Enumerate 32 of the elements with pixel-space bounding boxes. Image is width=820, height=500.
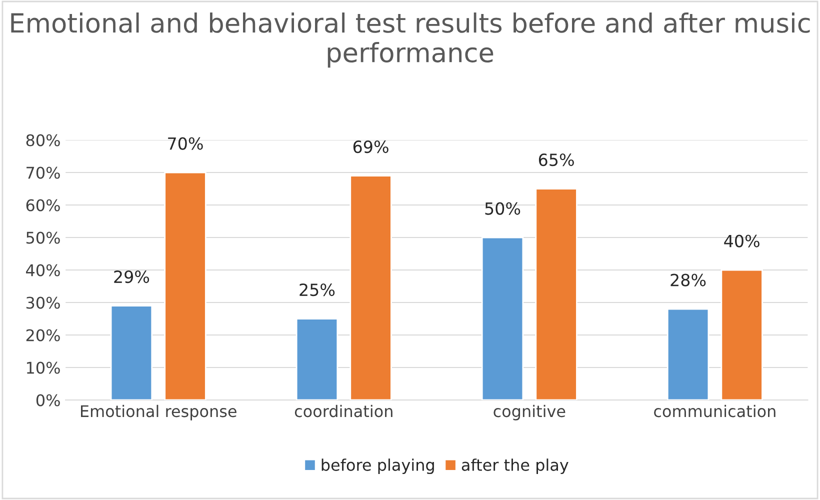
y-tick-label: 20%	[26, 329, 60, 342]
data-label: 70%	[168, 137, 203, 150]
x-tick-label: cognitive	[494, 404, 566, 420]
y-tick-label: 50%	[26, 232, 60, 244]
data-label: 40%	[724, 234, 760, 248]
data-label: 69%	[353, 140, 388, 154]
legend-label: after the play	[462, 458, 568, 474]
bar	[110, 305, 153, 400]
data-label: 50%	[485, 202, 520, 215]
x-tick-label: coordination	[294, 404, 392, 418]
data-label: 25%	[300, 283, 335, 296]
x-tick-label: Emotional response	[81, 404, 236, 420]
x-tick-label: communication	[654, 404, 776, 418]
bar	[296, 318, 338, 400]
bar	[350, 175, 392, 400]
bar	[535, 188, 578, 400]
y-tick-label: 40%	[26, 264, 60, 276]
bar	[481, 236, 524, 400]
bar	[164, 172, 206, 400]
y-tick-label: 10%	[26, 362, 60, 374]
bar	[720, 269, 763, 400]
y-tick-label: 30%	[26, 296, 60, 309]
y-tick-label: 0%	[36, 394, 60, 406]
bar	[666, 308, 710, 400]
y-tick-label: 70%	[26, 166, 60, 179]
y-tick-label: 80%	[26, 134, 60, 146]
data-label: 65%	[538, 153, 574, 166]
y-tick-label: 60%	[26, 199, 60, 212]
data-label: 28%	[670, 274, 706, 286]
legend-label: before playing	[322, 458, 434, 474]
data-label: 29%	[114, 270, 150, 284]
chart-title: Emotional and behavioral test results before and after music performance	[11, 12, 810, 68]
